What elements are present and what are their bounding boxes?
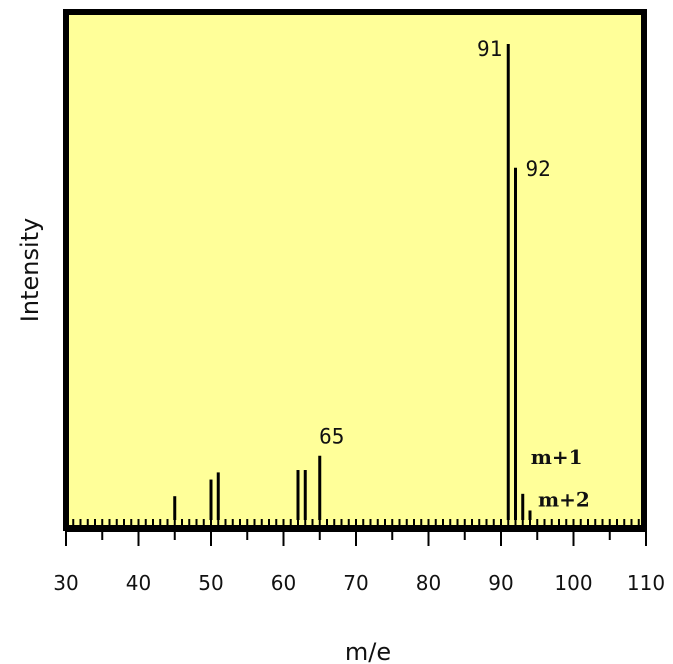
x-axis-ticks <box>65 531 647 546</box>
x-tick-label: 30 <box>53 571 78 595</box>
x-axis-title: m/e <box>345 638 391 664</box>
peak-label: 91 <box>477 37 502 61</box>
x-tick-label: 50 <box>198 571 223 595</box>
peak-label: 65 <box>319 425 344 449</box>
x-tick-label: 110 <box>627 571 665 595</box>
x-tick-label: 60 <box>271 571 296 595</box>
peak-label: m+2 <box>538 487 590 511</box>
peak-label: 92 <box>526 157 551 181</box>
peak-bars <box>173 44 532 520</box>
x-tick-label: 100 <box>554 571 592 595</box>
x-tick-label: 70 <box>343 571 368 595</box>
minor-tick-strip <box>65 519 647 528</box>
peak-label: m+1 <box>531 445 583 469</box>
peak-labels: 91 92 65 m+1 m+2 <box>319 37 590 511</box>
y-axis-title: Intensity <box>16 218 44 322</box>
x-tick-labels: 30 40 50 60 70 80 90 100 110 <box>53 571 665 595</box>
x-tick-label: 80 <box>416 571 441 595</box>
x-tick-label: 90 <box>488 571 513 595</box>
plot-area <box>63 9 647 531</box>
x-tick-label: 40 <box>126 571 151 595</box>
